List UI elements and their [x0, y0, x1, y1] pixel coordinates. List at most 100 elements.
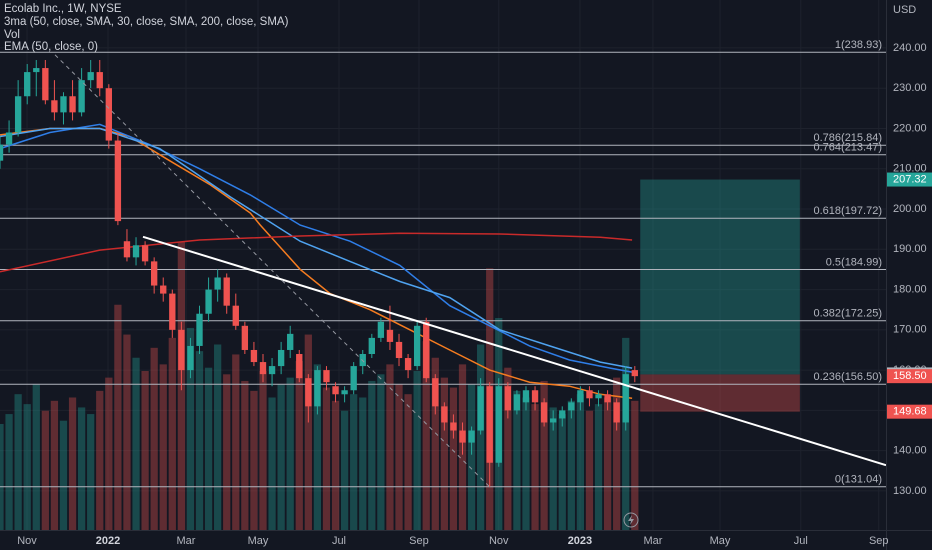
y-tick-label: 140.00 — [893, 445, 927, 457]
volume-bar — [214, 344, 222, 530]
volume-bar — [250, 390, 258, 530]
candle-body — [78, 80, 85, 113]
candle-body — [386, 329, 394, 342]
candle-body — [5, 132, 13, 145]
candle-body — [105, 88, 112, 141]
candle-body — [141, 245, 149, 262]
volume-bar — [168, 337, 176, 530]
candle-body — [33, 68, 40, 73]
candle-body — [332, 386, 339, 395]
icon-bolt — [628, 515, 634, 525]
volume-bar — [105, 377, 113, 530]
volume-bar — [368, 380, 376, 530]
y-tick-label: 210.00 — [893, 163, 927, 175]
profit-zone — [640, 179, 800, 375]
candle-body — [631, 370, 638, 377]
volume-bar — [350, 394, 358, 530]
candle-body — [305, 378, 312, 407]
candle-body — [268, 366, 276, 375]
volume-bar — [114, 304, 122, 530]
candle-body — [586, 390, 593, 399]
candle-body — [0, 144, 4, 161]
x-tick-label: Sep — [869, 535, 889, 547]
volume-bar — [286, 377, 294, 530]
volume-bar — [440, 377, 448, 530]
volume-bar — [331, 400, 340, 530]
candle-body — [577, 390, 584, 403]
candle-body — [477, 386, 484, 431]
volume-bar — [622, 337, 630, 530]
volume-bar — [531, 404, 539, 530]
candle-body — [613, 402, 620, 423]
volume-bar — [0, 424, 4, 530]
volume-bar — [377, 374, 385, 530]
y-tick-label: 200.00 — [893, 203, 927, 215]
x-tick-label: May — [248, 535, 269, 547]
volume-bar — [295, 361, 303, 530]
volume-bar — [77, 407, 86, 530]
icon-ring — [623, 512, 639, 528]
x-tick-label: Nov — [489, 535, 509, 547]
candle-body — [314, 370, 321, 407]
x-tick-label: May — [710, 535, 731, 547]
volume-bar — [558, 414, 566, 530]
x-tick-label: Sep — [409, 535, 429, 547]
candle-body — [60, 96, 67, 113]
x-tick-label: Jul — [332, 535, 346, 547]
volume-bar — [41, 410, 49, 530]
volume-bar — [268, 397, 276, 530]
volume-bar — [395, 384, 403, 530]
fib-label: 0.382(172.25) — [814, 308, 883, 320]
fib-label: 1(238.93) — [835, 39, 882, 51]
volume-bar — [87, 414, 95, 530]
candle-body — [604, 394, 611, 403]
y-tick-label: 180.00 — [893, 283, 927, 295]
volume-bar — [259, 371, 267, 530]
candle-body — [232, 305, 239, 326]
candle-body — [42, 68, 49, 101]
volume-bar — [241, 380, 249, 530]
volume-bar — [413, 371, 421, 530]
candle-body — [69, 96, 76, 113]
candle-body — [531, 390, 539, 403]
volume-bar — [567, 400, 575, 530]
volume-bar — [50, 400, 59, 530]
fib-label: 0.236(156.50) — [814, 371, 883, 383]
candle-body — [51, 100, 58, 113]
volume-bar — [613, 377, 621, 530]
volume-bar — [603, 397, 612, 530]
candle-body — [395, 341, 403, 359]
moving-average — [0, 232, 633, 273]
grid — [0, 0, 886, 530]
candle-body — [404, 358, 412, 371]
volume-bar — [23, 404, 31, 530]
volume-bar — [340, 410, 349, 530]
candle-body — [187, 345, 194, 371]
candle-body — [24, 72, 31, 97]
candle-body — [132, 245, 140, 258]
volume-bar — [159, 364, 167, 530]
replay-icon[interactable] — [623, 512, 639, 528]
candle-body — [595, 394, 602, 399]
candle-body — [241, 325, 249, 350]
candle-body — [368, 337, 375, 355]
volume-bar — [585, 410, 594, 530]
candle-body — [160, 285, 167, 294]
candle-body — [114, 140, 122, 222]
moving-average — [0, 127, 633, 369]
candle-body — [377, 321, 385, 338]
y-tick-label: 230.00 — [893, 82, 927, 94]
candle-body — [486, 386, 493, 463]
candle-body — [450, 422, 457, 431]
candle-body — [341, 390, 348, 395]
volume-bar — [422, 341, 430, 530]
candle-body — [196, 313, 203, 346]
volume-bar — [32, 384, 40, 530]
price-label: 149.68 — [893, 406, 927, 418]
volume-bar — [204, 367, 213, 530]
price-label-box — [887, 172, 932, 187]
candle-body — [622, 374, 629, 423]
candle-body — [87, 72, 94, 81]
volume-bar — [313, 364, 322, 530]
volume-bar — [404, 394, 412, 530]
